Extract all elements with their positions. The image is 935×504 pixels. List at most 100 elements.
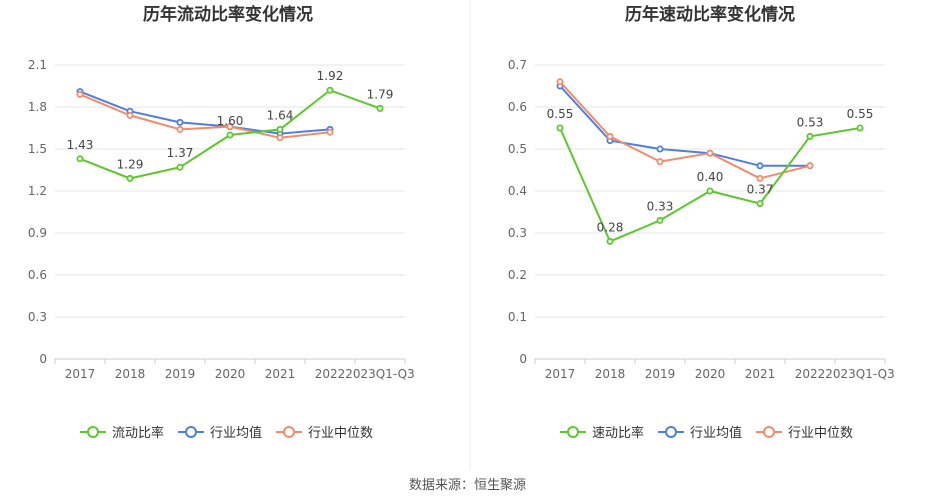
y-tick-label: 2.1 bbox=[28, 58, 47, 72]
data-point bbox=[756, 162, 764, 170]
series-3 bbox=[76, 90, 334, 142]
y-tick-label: 0.3 bbox=[508, 226, 527, 240]
legend-marker-icon bbox=[763, 426, 776, 438]
data-label: 0.40 bbox=[697, 170, 724, 184]
data-point bbox=[756, 174, 764, 182]
data-point bbox=[76, 155, 84, 163]
legend: 流动比率 行业均值 行业中位数 bbox=[80, 425, 373, 441]
y-tick-label: 0 bbox=[519, 352, 527, 366]
legend-label: 行业中位数 bbox=[788, 426, 853, 441]
x-tick-label: 2023Q1-Q3 bbox=[345, 367, 414, 381]
series-line bbox=[79, 90, 331, 135]
y-tick-label: 0.2 bbox=[508, 268, 527, 282]
data-point bbox=[656, 216, 664, 224]
data-label: 1.60 bbox=[217, 114, 244, 128]
legend-item[interactable]: 行业中位数 bbox=[756, 426, 853, 441]
y-tick-label: 1.2 bbox=[28, 184, 47, 198]
data-point bbox=[276, 125, 284, 133]
data-label: 0.37 bbox=[747, 183, 774, 197]
series-2 bbox=[76, 88, 334, 138]
legend: 速动比率 行业均值 行业中位数 bbox=[560, 425, 853, 441]
legend-marker-icon bbox=[87, 426, 99, 438]
chart-title: 历年速动比率变化情况 bbox=[625, 4, 795, 25]
data-label: 1.29 bbox=[117, 157, 144, 171]
y-tick-label: 0.6 bbox=[28, 268, 47, 282]
x-tick-label: 2019 bbox=[165, 367, 196, 381]
legend-item[interactable]: 速动比率 bbox=[560, 425, 644, 441]
data-label: 1.37 bbox=[167, 146, 194, 160]
series-1: 0.55 0.28 0.33 0.40 0.37 0.53 0.55 bbox=[547, 107, 874, 245]
data-label: 0.55 bbox=[547, 107, 574, 121]
legend-label: 流动比率 bbox=[112, 425, 164, 441]
y-tick-label: 0.6 bbox=[508, 100, 527, 114]
x-tick-label: 2018 bbox=[115, 367, 146, 381]
y-tick-label: 0.4 bbox=[508, 184, 527, 198]
data-label: 1.92 bbox=[317, 69, 344, 83]
legend-label: 行业均值 bbox=[690, 425, 742, 441]
x-tick-label: 2022 bbox=[315, 367, 346, 381]
data-point bbox=[756, 200, 764, 208]
data-point bbox=[326, 128, 334, 136]
chart-title: 历年流动比率变化情况 bbox=[143, 4, 313, 25]
x-tick-label: 2021 bbox=[265, 367, 296, 381]
data-point bbox=[176, 163, 184, 171]
y-tick-label: 0.7 bbox=[508, 58, 527, 72]
data-point bbox=[806, 162, 814, 170]
data-point bbox=[706, 149, 714, 157]
x-tick-label: 2021 bbox=[745, 367, 776, 381]
data-point bbox=[376, 104, 384, 112]
data-point bbox=[806, 132, 814, 140]
data-label: 0.55 bbox=[847, 107, 874, 121]
series-1: 1.43 1.29 1.37 1.60 1.64 1.92 1.79 bbox=[67, 69, 394, 182]
x-tick-label: 2020 bbox=[695, 367, 726, 381]
legend-marker-icon bbox=[283, 426, 296, 438]
data-point bbox=[856, 124, 864, 132]
charts-canvas: 历年流动比率变化情况 0 0.3 0.6 0.9 1.2 1.5 1.8 2.1 2017 2018… bbox=[28, 0, 895, 470]
x-tick-label: 2018 bbox=[595, 367, 626, 381]
legend-item[interactable]: 行业中位数 bbox=[276, 426, 373, 441]
x-tick-label: 2017 bbox=[545, 367, 576, 381]
legend-label: 行业均值 bbox=[210, 425, 262, 441]
y-tick-label: 0.3 bbox=[28, 310, 47, 324]
data-point bbox=[126, 174, 134, 182]
data-source-note: 数据来源：恒生聚源 bbox=[408, 478, 526, 493]
data-point bbox=[656, 158, 664, 166]
legend-label: 速动比率 bbox=[592, 425, 644, 441]
data-point bbox=[226, 131, 234, 139]
legend-item[interactable]: 流动比率 bbox=[80, 425, 164, 441]
y-tick-label: 0.9 bbox=[28, 226, 47, 240]
data-point bbox=[556, 124, 564, 132]
data-point bbox=[556, 78, 564, 86]
data-label: 1.43 bbox=[67, 138, 94, 152]
data-point bbox=[76, 90, 84, 98]
y-tick-label: 1.8 bbox=[28, 100, 47, 114]
y-tick-label: 1.5 bbox=[28, 142, 47, 156]
x-tick-label: 2019 bbox=[645, 367, 676, 381]
x-tick-label: 2022 bbox=[795, 367, 826, 381]
x-tick-label: 2017 bbox=[65, 367, 96, 381]
y-tick-label: 0 bbox=[39, 352, 47, 366]
data-label: 1.79 bbox=[367, 87, 394, 101]
data-point bbox=[276, 134, 284, 142]
legend-item[interactable]: 行业均值 bbox=[658, 425, 742, 441]
data-point bbox=[176, 118, 184, 126]
series-line bbox=[79, 93, 331, 139]
data-label: 0.28 bbox=[597, 220, 624, 234]
y-tick-label: 0.1 bbox=[508, 310, 527, 324]
y-tick-label: 0.5 bbox=[508, 142, 527, 156]
legend-marker-icon bbox=[665, 426, 678, 438]
legend-item[interactable]: 行业均值 bbox=[178, 425, 262, 441]
legend-marker-icon bbox=[185, 426, 198, 438]
data-label: 1.64 bbox=[267, 108, 294, 122]
series-2 bbox=[556, 82, 814, 170]
legend-marker-icon bbox=[567, 426, 579, 438]
series-3 bbox=[556, 78, 814, 182]
data-point bbox=[176, 125, 184, 133]
data-point bbox=[226, 123, 234, 131]
series-line bbox=[559, 85, 810, 167]
x-tick-label: 2020 bbox=[215, 367, 246, 381]
data-point bbox=[656, 145, 664, 153]
chart-2: 历年速动比率变化情况 0 0.1 0.2 0.3 0.4 0.5 0.6 0.7 2017 2018… bbox=[508, 4, 895, 441]
data-label: 0.33 bbox=[647, 199, 674, 213]
data-point bbox=[606, 132, 614, 140]
